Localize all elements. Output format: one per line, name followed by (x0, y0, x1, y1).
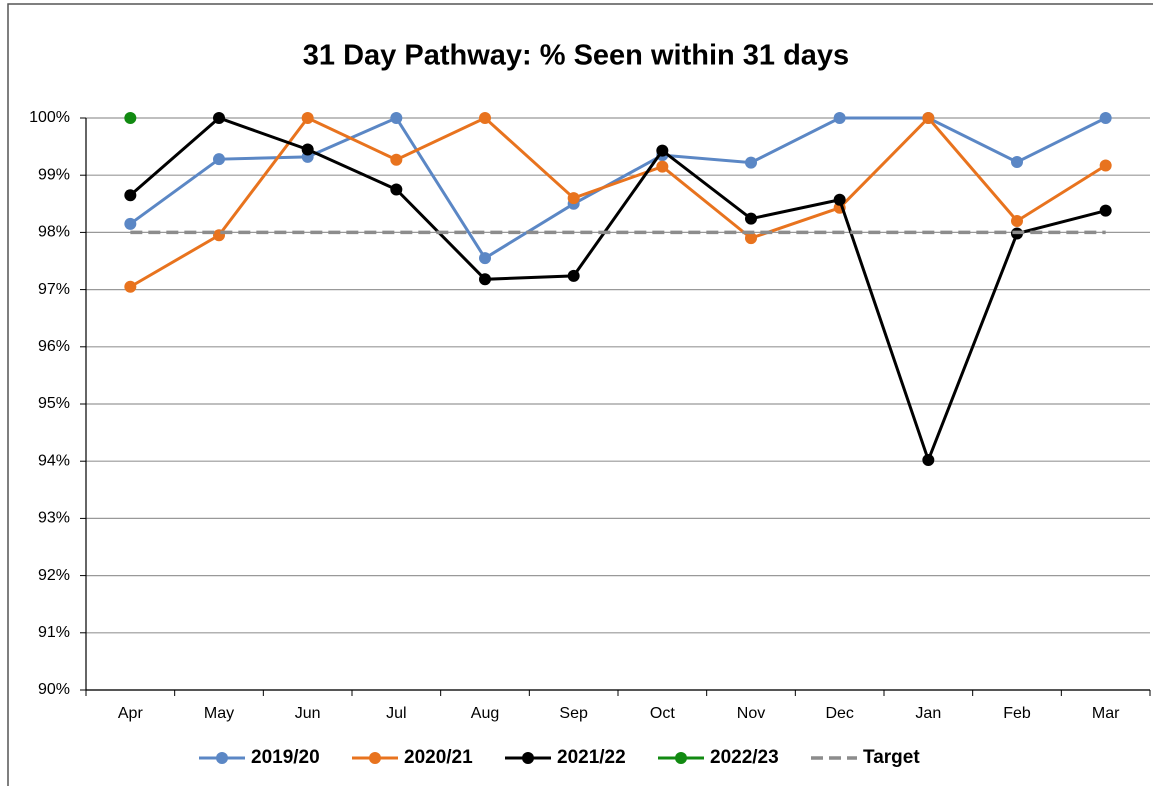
data-point (833, 112, 846, 124)
y-tick-label: 90% (38, 681, 70, 698)
data-point (124, 112, 137, 124)
chart-title: 31 Day Pathway: % Seen within 31 days (303, 40, 849, 72)
data-point (124, 280, 137, 293)
y-tick-label: 96% (38, 338, 70, 355)
x-tick-label: Jul (386, 705, 406, 722)
x-tick-label: Nov (737, 705, 765, 722)
series-line (129, 115, 1107, 289)
y-tick-label: 100% (29, 109, 70, 126)
data-point (1099, 112, 1112, 124)
data-point (124, 217, 137, 230)
legend-marker (216, 752, 228, 764)
data-point (922, 112, 935, 124)
data-point (124, 189, 137, 202)
data-point (213, 112, 225, 124)
y-tick-label: 95% (38, 395, 70, 412)
data-point (567, 269, 580, 282)
x-tick-label: Jun (295, 705, 321, 722)
chart-frame (7, 3, 1153, 786)
data-point (479, 112, 491, 124)
x-tick-label: Dec (825, 705, 853, 722)
data-point (745, 232, 757, 245)
legend-label: 2019/20 (251, 747, 320, 768)
y-tick-label: 98% (38, 224, 70, 241)
data-point (1011, 156, 1023, 169)
data-point (301, 112, 314, 124)
data-point (301, 143, 314, 156)
data-point (390, 153, 403, 166)
data-point (1099, 204, 1112, 217)
data-point (1099, 159, 1112, 172)
y-tick-label: 91% (38, 624, 70, 641)
legend-label: 2021/22 (557, 747, 626, 768)
legend-marker (522, 752, 534, 764)
data-point (390, 112, 403, 124)
x-tick-label: Apr (118, 705, 144, 722)
y-tick-label: 94% (38, 452, 70, 469)
x-tick-label: Mar (1092, 705, 1120, 722)
x-tick-label: Aug (471, 705, 499, 722)
data-point (656, 144, 669, 157)
legend-label: 2020/21 (404, 747, 473, 768)
x-tick-label: Jan (915, 705, 941, 722)
legend-marker (675, 752, 687, 764)
data-point (833, 193, 846, 206)
x-tick-label: May (204, 705, 234, 722)
x-tick-label: Oct (650, 705, 675, 722)
y-tick-label: 97% (38, 281, 70, 298)
data-point (479, 273, 491, 286)
data-point (479, 252, 491, 265)
x-tick-label: Feb (1003, 705, 1031, 722)
y-tick-label: 92% (38, 567, 70, 584)
series-line (129, 116, 1107, 465)
y-tick-label: 93% (38, 510, 70, 527)
data-point (656, 160, 669, 173)
y-tick-label: 99% (38, 166, 70, 183)
legend-label: 2022/23 (710, 747, 779, 768)
legend-marker (369, 752, 381, 764)
series-line (129, 116, 1107, 261)
data-point (390, 183, 403, 196)
data-point (745, 156, 757, 169)
x-tick-label: Sep (559, 705, 588, 722)
data-point (213, 153, 225, 166)
data-point (922, 454, 935, 467)
data-point (745, 212, 757, 225)
data-point (567, 192, 580, 205)
legend-label: Target (863, 747, 920, 768)
data-point (1011, 214, 1023, 227)
